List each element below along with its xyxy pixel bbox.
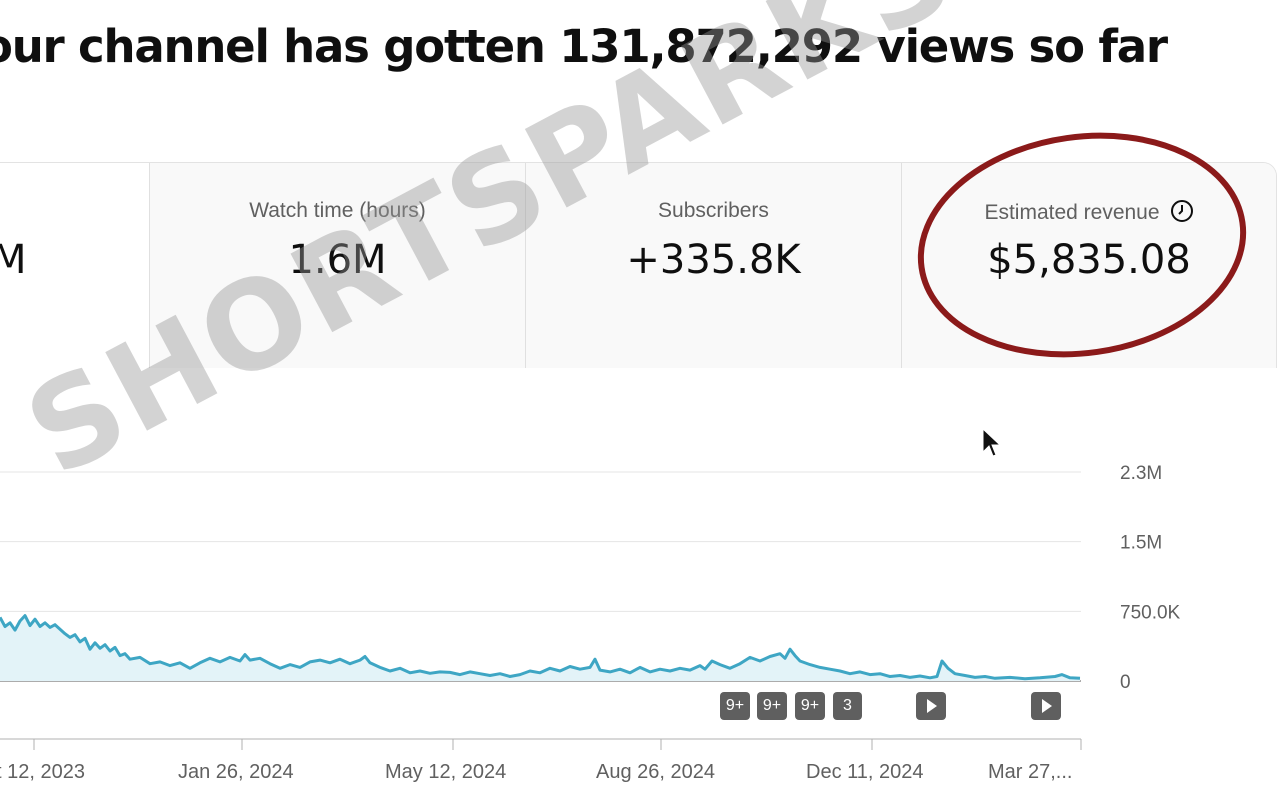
annotation-marker-button[interactable]: 9+ <box>757 692 787 720</box>
metric-label: Subscribers <box>658 199 769 222</box>
metric-label: Watch time (hours) <box>249 199 426 222</box>
annotation-marker-button[interactable]: 9+ <box>795 692 825 720</box>
x-tick-label: May 12, 2024 <box>385 761 506 783</box>
metric-tab-subscribers[interactable]: Subscribers +335.8K <box>526 163 902 369</box>
play-marker-button[interactable] <box>1031 692 1061 720</box>
y-tick-label: 1.5M <box>1120 533 1162 554</box>
annotation-marker-button[interactable]: 9+ <box>720 692 750 720</box>
x-tick-label: Dec 11, 2024 <box>806 761 924 783</box>
metric-value: 1.6M <box>288 237 387 283</box>
metric-tab-views[interactable]: M <box>0 163 150 369</box>
x-tick-label: Mar 27,... <box>988 761 1072 783</box>
y-tick-label: 750.0K <box>1120 602 1181 623</box>
y-tick-label: 0 <box>1120 672 1131 693</box>
chart-area <box>0 368 1280 796</box>
series-line <box>0 614 1081 681</box>
play-marker-button[interactable] <box>916 692 946 720</box>
x-tick-label: Aug 26, 2024 <box>596 761 715 783</box>
metric-tab-watch-time[interactable]: Watch time (hours) 1.6M <box>150 163 526 369</box>
metric-value: +335.8K <box>626 237 801 283</box>
page-title: our channel has gotten 131,872,292 views… <box>0 20 1168 73</box>
x-tick-label: t 12, 2023 <box>0 761 85 783</box>
metric-value: M <box>0 237 149 283</box>
y-tick-label: 2.3M <box>1120 463 1162 484</box>
x-tick-label: Jan 26, 2024 <box>178 761 294 783</box>
annotation-marker-button[interactable]: 3 <box>833 692 862 720</box>
mouse-cursor-icon <box>982 428 1002 457</box>
